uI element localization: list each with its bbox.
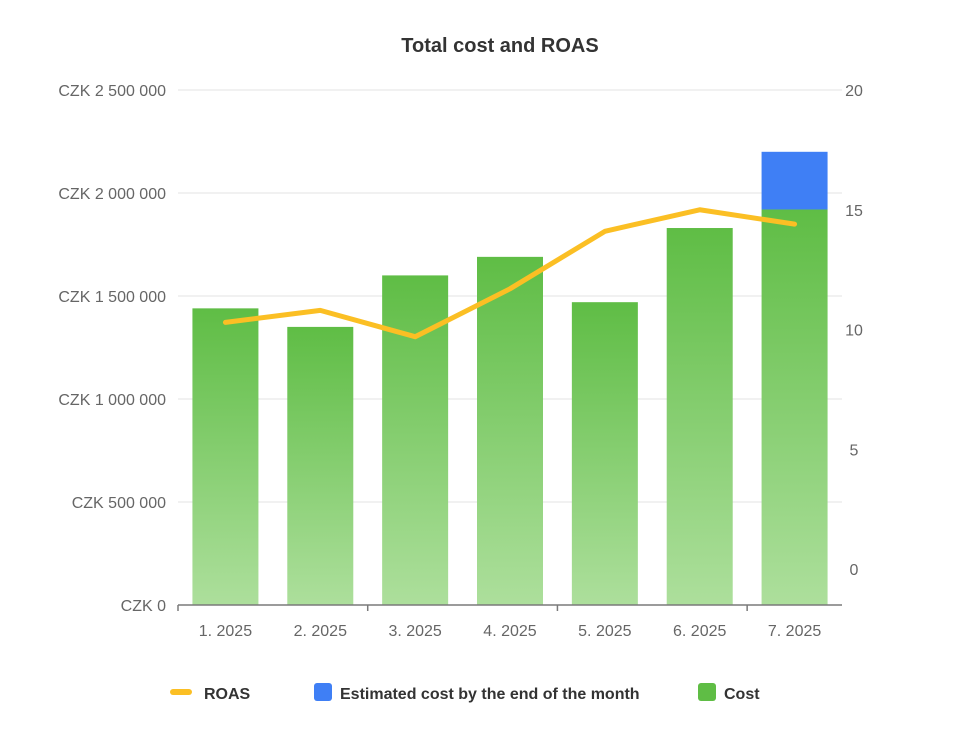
x-tick-label: 5. 2025 bbox=[578, 623, 631, 640]
legend-label-estimated-cost: Estimated cost by the end of the month bbox=[340, 686, 640, 703]
estimated-cost-bar[interactable] bbox=[761, 151, 828, 210]
y-right-tick-label: 15 bbox=[845, 203, 863, 220]
y-right-tick-label: 20 bbox=[845, 83, 863, 100]
legend-item-roas[interactable]: ROAS bbox=[170, 686, 251, 703]
y-right-tick-label: 10 bbox=[845, 323, 863, 340]
cost-bar[interactable] bbox=[287, 326, 354, 605]
roas-point[interactable] bbox=[697, 207, 702, 212]
legend-item-estimated-cost[interactable]: Estimated cost by the end of the month bbox=[314, 683, 640, 703]
y-left-tick-label: CZK 500 000 bbox=[72, 495, 166, 512]
roas-line-layer bbox=[222, 207, 798, 340]
x-tick-label: 7. 2025 bbox=[768, 623, 821, 640]
x-tick-label: 4. 2025 bbox=[483, 623, 536, 640]
chart-title: Total cost and ROAS bbox=[401, 35, 598, 57]
bars bbox=[192, 151, 828, 606]
y-left-tick-label: CZK 1 000 000 bbox=[58, 392, 166, 409]
legend-swatch-roas bbox=[170, 689, 192, 695]
legend-label-roas: ROAS bbox=[204, 686, 251, 703]
x-tick-label: 3. 2025 bbox=[388, 623, 441, 640]
y-left-tick-label: CZK 0 bbox=[121, 598, 166, 615]
legend-label-cost: Cost bbox=[724, 686, 760, 703]
legend-swatch-cost bbox=[698, 683, 716, 701]
cost-bar[interactable] bbox=[192, 308, 259, 605]
cost-bar[interactable] bbox=[666, 228, 733, 605]
roas-point[interactable] bbox=[508, 286, 512, 291]
x-tick-label: 2. 2025 bbox=[294, 623, 347, 640]
y-right-tick-label: 0 bbox=[850, 562, 859, 579]
roas-point[interactable] bbox=[413, 334, 418, 339]
roas-point[interactable] bbox=[318, 308, 323, 313]
y-left-tick-label: CZK 2 500 000 bbox=[58, 83, 166, 100]
axes bbox=[177, 604, 842, 611]
cost-bar[interactable] bbox=[761, 209, 828, 606]
legend-swatch-estimated-cost bbox=[314, 683, 332, 701]
y-left-tick-label: CZK 2 000 000 bbox=[58, 186, 166, 203]
x-tick-label: 6. 2025 bbox=[673, 623, 726, 640]
legend-item-cost[interactable]: Cost bbox=[698, 683, 760, 703]
y-left-tick-label: CZK 1 500 000 bbox=[58, 289, 166, 306]
legend: ROAS Estimated cost by the end of the mo… bbox=[170, 683, 760, 703]
tick-labels: CZK 0 CZK 500 000 CZK 1 000 000 CZK 1 500 0… bbox=[58, 83, 863, 640]
y-right-tick-label: 5 bbox=[850, 442, 859, 459]
roas-point[interactable] bbox=[223, 320, 228, 325]
roas-point[interactable] bbox=[602, 229, 607, 234]
cost-bar[interactable] bbox=[477, 256, 543, 605]
roas-point[interactable] bbox=[792, 222, 797, 227]
x-tick-label: 1. 2025 bbox=[199, 623, 252, 640]
cost-bar[interactable] bbox=[571, 302, 638, 605]
